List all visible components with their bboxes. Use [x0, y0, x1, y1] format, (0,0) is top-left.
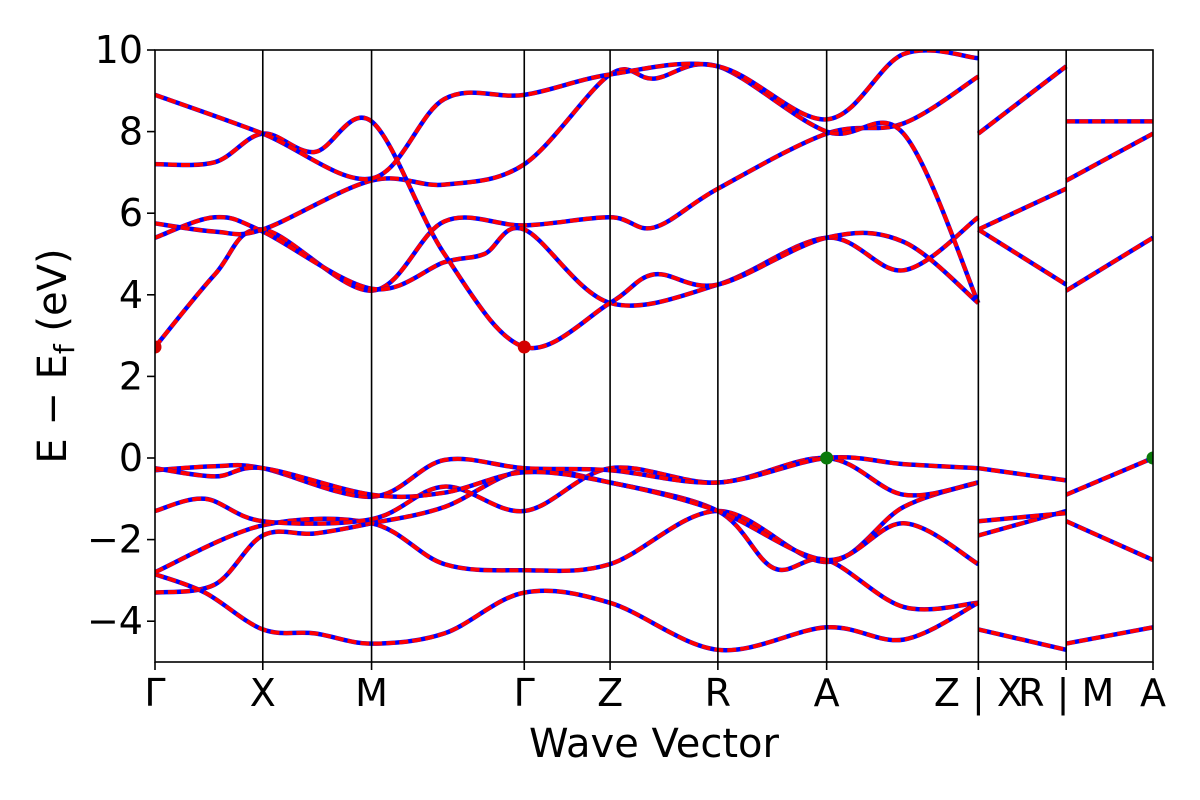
- band-line-blue-10: [155, 50, 979, 182]
- x-tick-label: R | M: [1018, 671, 1114, 716]
- bands-layer: [155, 50, 1153, 653]
- y-axis-title-main: E − E: [30, 354, 76, 464]
- x-tick-label: X: [250, 671, 276, 715]
- x-axis-title: Wave Vector: [529, 721, 780, 767]
- extremum-point-cbm: [517, 340, 531, 354]
- x-tick-label: R: [705, 671, 731, 715]
- band-line-red-10: [155, 50, 979, 182]
- band-line-red-8: [155, 62, 981, 304]
- band-line-red-14: [978, 466, 1067, 483]
- band-line-red-1: [155, 572, 980, 653]
- band-line-red-18: [1065, 625, 1153, 646]
- y-tick-label: −4: [87, 599, 143, 643]
- band-line-red-2: [155, 480, 979, 575]
- band-line-blue-5: [155, 465, 980, 567]
- y-tick-label: 0: [119, 436, 143, 480]
- x-tick-label: M: [355, 671, 388, 715]
- y-axis: −4 −2 0 2 4 6 8 10: [87, 28, 155, 643]
- band-line-red-13: [978, 511, 1067, 524]
- band-line-blue-2: [155, 480, 980, 575]
- band-line-red-3: [155, 455, 979, 526]
- y-axis-title-subscript: f: [48, 343, 81, 354]
- y-axis-title-unit: (eV): [30, 248, 76, 344]
- x-tick-label: Γ: [514, 671, 535, 715]
- y-axis-title: E − Ef (eV): [30, 248, 81, 463]
- x-axis: Γ X M Γ Z R A Z | XR | M A: [144, 662, 1166, 716]
- y-tick-label: 4: [119, 273, 143, 317]
- x-tick-label: Z: [597, 671, 623, 715]
- band-line-red-19: [1065, 519, 1153, 562]
- x-tick-label: Z | X: [934, 671, 1023, 716]
- band-line-blue-1: [155, 572, 980, 653]
- band-line-red-11: [977, 627, 1067, 652]
- extremum-point-vbm: [820, 451, 834, 465]
- band-line-red-17: [977, 64, 1068, 136]
- band-line-red-16: [977, 186, 1068, 232]
- x-tick-label: Γ: [144, 671, 165, 715]
- band-line-red-7: [155, 215, 980, 308]
- extremum-point-vbm: [1146, 451, 1153, 465]
- y-tick-label: 2: [119, 354, 143, 398]
- band-line-blue-6: [155, 74, 980, 349]
- band-line-red-20: [1065, 456, 1153, 497]
- band-line-red-9: [155, 115, 980, 351]
- y-tick-label: −2: [87, 518, 143, 562]
- band-line-red-6: [155, 74, 980, 349]
- x-tick-label: A: [814, 671, 840, 715]
- band-line-blue-7: [155, 214, 980, 308]
- y-tick-label: 8: [119, 110, 143, 154]
- band-line-red-21: [1065, 235, 1153, 293]
- x-tick-label: A: [1140, 671, 1166, 715]
- band-line-red-22: [1065, 131, 1153, 183]
- y-tick-label: 6: [119, 191, 143, 235]
- extrema-points: [155, 340, 1153, 465]
- kpoint-lines: [261, 50, 1067, 662]
- extremum-point-cbm: [155, 340, 162, 354]
- band-line-blue-9: [155, 115, 980, 351]
- y-tick-label: 10: [95, 28, 143, 72]
- plot-frame: [154, 49, 1154, 663]
- band-line-red-15: [977, 227, 1068, 287]
